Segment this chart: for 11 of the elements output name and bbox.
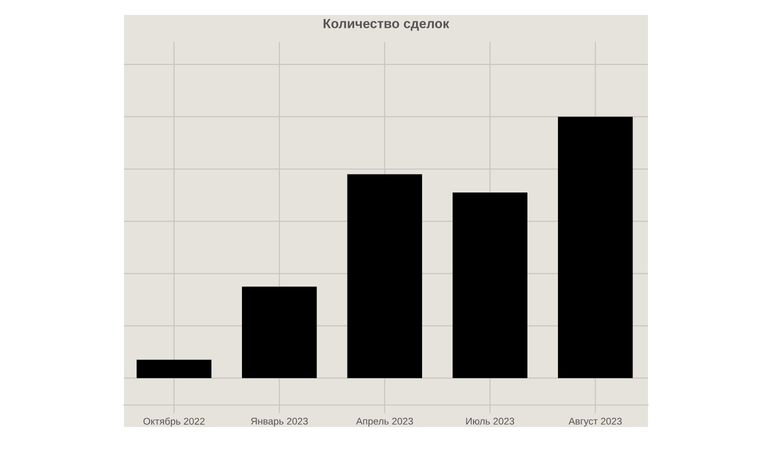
x-tick-label: Июль 2023 xyxy=(466,418,514,425)
x-tick-label: Январь 2023 xyxy=(250,418,308,427)
x-tick-label: Апрель 2023 xyxy=(356,418,413,427)
bar xyxy=(558,116,633,378)
x-tick-label: Октябрь 2022 xyxy=(143,418,205,427)
bar xyxy=(136,360,212,378)
bar xyxy=(347,174,422,378)
x-tick-label: Август 2023 xyxy=(568,418,622,427)
chart-title: Количество сделок xyxy=(324,19,450,31)
bar xyxy=(242,286,317,378)
bar xyxy=(452,192,528,378)
